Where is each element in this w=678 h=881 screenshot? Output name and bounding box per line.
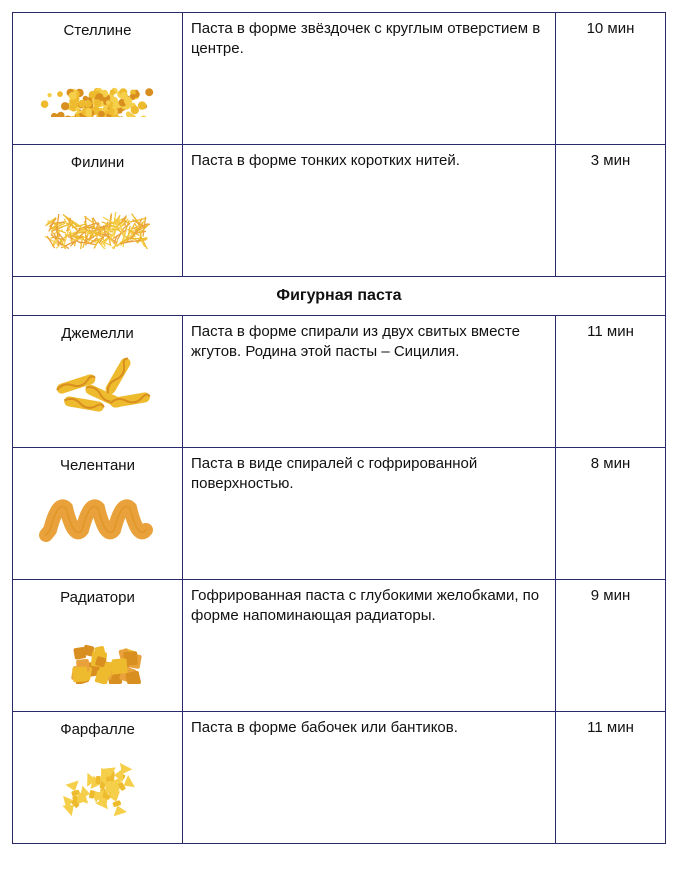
pasta-name: Челентани — [21, 456, 174, 476]
pasta-icon — [38, 47, 158, 117]
pasta-name-cell: Фарфалле — [13, 711, 183, 843]
pasta-desc: Паста в форме тонких коротких нитей. — [183, 145, 556, 277]
pasta-desc: Паста в форме звёздочек с круглым отверс… — [183, 13, 556, 145]
table-row: Филини Паста в форме тонких коротких нит… — [13, 145, 666, 277]
pasta-desc: Паста в виде спиралей с гофрированной по… — [183, 447, 556, 579]
pasta-name-cell: Радиатори — [13, 579, 183, 711]
pasta-icon — [38, 482, 158, 552]
pasta-name-cell: Стеллине — [13, 13, 183, 145]
pasta-name: Филини — [21, 153, 174, 173]
pasta-icon — [38, 746, 158, 816]
table-row: Челентани Паста в виде спиралей с гофрир… — [13, 447, 666, 579]
table-row: Стеллине Паста в форме звёздочек с кругл… — [13, 13, 666, 145]
pasta-icon — [38, 350, 158, 420]
pasta-desc: Гофрированная паста с глубокими желобкам… — [183, 579, 556, 711]
pasta-icon — [38, 179, 158, 249]
pasta-table: Стеллине Паста в форме звёздочек с кругл… — [12, 12, 666, 844]
table-row: Джемелли Паста в форме спирали из двух с… — [13, 315, 666, 447]
pasta-time: 8 мин — [556, 447, 666, 579]
pasta-name: Стеллине — [21, 21, 174, 41]
section-header-row: Фигурная паста — [13, 277, 666, 316]
section-header: Фигурная паста — [13, 277, 666, 316]
pasta-name: Радиатори — [21, 588, 174, 608]
pasta-time: 10 мин — [556, 13, 666, 145]
pasta-name: Джемелли — [21, 324, 174, 344]
pasta-name-cell: Челентани — [13, 447, 183, 579]
pasta-time: 11 мин — [556, 315, 666, 447]
pasta-time: 3 мин — [556, 145, 666, 277]
table-row: Радиатори Гофрированная паста с глубоким… — [13, 579, 666, 711]
pasta-name-cell: Филини — [13, 145, 183, 277]
pasta-name: Фарфалле — [21, 720, 174, 740]
pasta-name-cell: Джемелли — [13, 315, 183, 447]
table-row: Фарфалле — [13, 711, 666, 843]
pasta-time: 11 мин — [556, 711, 666, 843]
pasta-icon — [38, 614, 158, 684]
pasta-desc: Паста в форме бабочек или бантиков. — [183, 711, 556, 843]
pasta-time: 9 мин — [556, 579, 666, 711]
pasta-desc: Паста в форме спирали из двух свитых вме… — [183, 315, 556, 447]
